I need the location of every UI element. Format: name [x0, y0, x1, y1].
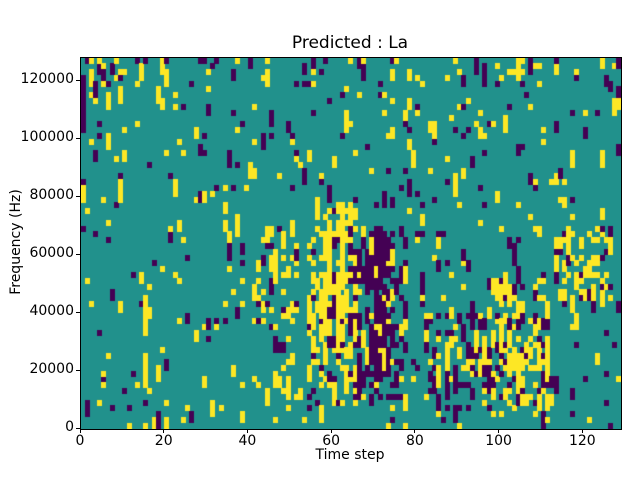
- x-tick-mark: [414, 429, 416, 433]
- x-tick-label: 60: [322, 433, 341, 449]
- x-tick-label: 80: [405, 433, 424, 449]
- y-tick-mark: [76, 369, 80, 371]
- x-tick-mark: [581, 429, 583, 433]
- x-tick-mark: [79, 429, 81, 433]
- y-tick-mark: [76, 137, 80, 139]
- y-tick-mark: [76, 195, 80, 197]
- x-tick-label: 100: [485, 433, 512, 449]
- x-tick-label: 20: [154, 433, 173, 449]
- x-axis-label: Time step: [315, 447, 385, 463]
- y-tick-label: 60000: [29, 245, 74, 262]
- y-tick-label: 0: [65, 419, 74, 435]
- plot-area: [80, 57, 622, 430]
- x-tick-label: 40: [238, 433, 257, 449]
- y-tick-mark: [76, 311, 80, 313]
- y-tick-mark: [76, 253, 80, 255]
- y-axis-label: Frequency (Hz): [8, 189, 24, 295]
- x-tick-mark: [330, 429, 332, 433]
- y-tick-label: 20000: [29, 361, 74, 378]
- heatmap-canvas: [81, 58, 621, 429]
- x-tick-label: 0: [75, 433, 85, 449]
- y-tick-mark: [76, 427, 80, 429]
- x-tick-mark: [498, 429, 500, 433]
- y-tick-label: 100000: [20, 129, 74, 146]
- x-tick-label: 120: [568, 433, 596, 449]
- y-tick-label: 40000: [29, 303, 74, 320]
- x-tick-mark: [246, 429, 248, 433]
- y-tick-label: 120000: [20, 71, 74, 88]
- x-tick-mark: [163, 429, 165, 433]
- chart-title: Predicted : La: [291, 33, 409, 53]
- y-tick-label: 80000: [29, 187, 74, 204]
- y-tick-mark: [76, 79, 80, 81]
